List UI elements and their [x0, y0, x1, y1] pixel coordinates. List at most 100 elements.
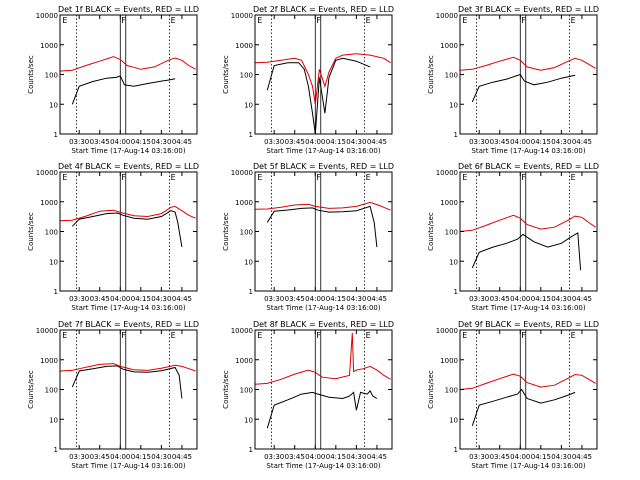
x-tick-label: 04:00 [510, 295, 530, 303]
y-tick-label: 1 [454, 131, 458, 139]
series-line-lld [59, 363, 196, 372]
y-tick-label: 10 [449, 416, 458, 424]
plot-frame [254, 171, 393, 292]
y-tick-label: 10000 [36, 327, 58, 335]
x-tick-label: 04:00 [110, 138, 130, 146]
y-tick-label: 10000 [231, 327, 253, 335]
chart-panel-2: Det 2f BLACK = Events, RED = LLD E F E 1 10 10… [222, 5, 394, 155]
y-tick-label: 100 [445, 229, 458, 237]
y-tick-label: 10000 [436, 12, 458, 20]
chart-panel-4: Det 4f BLACK = Events, RED = LLD E F E 1 10 10… [27, 162, 199, 312]
plot-frame [459, 14, 598, 135]
time-marker-label: F [121, 16, 126, 25]
chart-panel-9: Det 9f BLACK = Events, RED = LLD E F E 1 10 10… [427, 320, 599, 470]
x-tick-label: 04:00 [110, 295, 130, 303]
y-tick-label: 1 [54, 131, 58, 139]
x-tick-label: 04:45 [367, 138, 387, 146]
y-axis-label: Counts/sec [427, 370, 435, 409]
time-marker-label: E [462, 331, 467, 340]
series-line-events [71, 75, 176, 105]
y-axis-label: Counts/sec [27, 55, 35, 94]
chart-panel-1: Det 1f BLACK = Events, RED = LLD E F E 1 10 10… [27, 5, 199, 155]
plot-frame [59, 14, 198, 135]
x-tick-label: 04:15 [131, 138, 151, 146]
series-line-events [71, 365, 183, 399]
series-line-lld [459, 373, 596, 390]
series-line-events [266, 390, 378, 429]
x-tick-label: 04:45 [367, 295, 387, 303]
x-tick-label: 03:30 [264, 453, 284, 461]
y-tick-label: 1 [454, 288, 458, 296]
x-tick-label: 04:45 [572, 138, 592, 146]
y-tick-label: 1000 [235, 199, 253, 207]
series-line-events [471, 73, 576, 103]
chart-title: Det 5f BLACK = Events, RED = LLD [253, 162, 394, 171]
time-marker-label: F [121, 173, 126, 182]
x-tick-label: 03:45 [285, 138, 305, 146]
y-axis-label: Counts/sec [222, 55, 230, 94]
y-tick-label: 100 [45, 229, 58, 237]
time-marker-label: E [462, 173, 467, 182]
y-tick-label: 100 [240, 72, 253, 80]
chart-panel-3: Det 3f BLACK = Events, RED = LLD E F E 1 10 10… [427, 5, 599, 155]
plot-frame [59, 171, 198, 292]
x-tick-label: 04:15 [131, 453, 151, 461]
time-marker-label: F [316, 16, 321, 25]
y-tick-label: 10 [49, 101, 58, 109]
time-marker-label: F [521, 16, 526, 25]
time-marker-label: E [366, 16, 371, 25]
time-marker-label: E [257, 331, 262, 340]
plot-frame [254, 329, 393, 450]
chart-title: Det 1f BLACK = Events, RED = LLD [58, 5, 199, 14]
x-axis-label: Start Time (17-Aug-14 03:16:00) [266, 304, 380, 312]
y-tick-label: 10000 [436, 169, 458, 177]
time-marker-label: F [316, 173, 321, 182]
x-tick-label: 04:30 [151, 295, 171, 303]
y-tick-label: 1000 [440, 199, 458, 207]
time-marker-label: E [62, 173, 67, 182]
series-line-lld [59, 205, 196, 222]
x-tick-label: 03:30 [469, 453, 489, 461]
chart-title: Det 9f BLACK = Events, RED = LLD [458, 320, 599, 329]
chart-panel-8: Det 8f BLACK = Events, RED = LLD E F E 1 10 10… [222, 320, 394, 470]
y-tick-label: 1 [54, 288, 58, 296]
x-tick-label: 04:00 [305, 295, 325, 303]
y-tick-label: 100 [240, 229, 253, 237]
x-tick-label: 04:30 [151, 453, 171, 461]
x-tick-label: 04:15 [531, 453, 551, 461]
series-line-lld [59, 56, 196, 72]
x-tick-label: 04:45 [367, 453, 387, 461]
y-tick-label: 1 [249, 446, 253, 454]
y-tick-label: 10 [449, 258, 458, 266]
x-tick-label: 03:30 [69, 295, 89, 303]
plot-frame [459, 329, 598, 450]
chart-title: Det 3f BLACK = Events, RED = LLD [458, 5, 599, 14]
y-tick-label: 1000 [40, 199, 58, 207]
chart-title: Det 8f BLACK = Events, RED = LLD [253, 320, 394, 329]
x-tick-label: 04:30 [346, 295, 366, 303]
y-tick-label: 100 [45, 387, 58, 395]
x-tick-label: 04:30 [346, 453, 366, 461]
x-tick-label: 04:15 [326, 138, 346, 146]
time-marker-label: E [257, 16, 262, 25]
x-tick-label: 04:15 [531, 138, 551, 146]
x-tick-label: 04:00 [305, 453, 325, 461]
x-tick-label: 03:45 [285, 295, 305, 303]
x-tick-label: 04:00 [305, 138, 325, 146]
x-tick-label: 04:00 [110, 453, 130, 461]
x-tick-label: 03:30 [264, 138, 284, 146]
x-tick-label: 03:30 [469, 295, 489, 303]
y-axis-label: Counts/sec [222, 370, 230, 409]
x-tick-label: 03:45 [90, 295, 110, 303]
x-tick-label: 04:30 [551, 295, 571, 303]
y-axis-label: Counts/sec [27, 370, 35, 409]
x-tick-label: 03:30 [264, 295, 284, 303]
x-tick-label: 04:15 [531, 295, 551, 303]
y-axis-label: Counts/sec [222, 212, 230, 251]
y-tick-label: 100 [445, 72, 458, 80]
y-tick-label: 10 [244, 101, 253, 109]
x-tick-label: 03:45 [490, 453, 510, 461]
time-marker-label: E [171, 173, 176, 182]
y-tick-label: 100 [45, 72, 58, 80]
